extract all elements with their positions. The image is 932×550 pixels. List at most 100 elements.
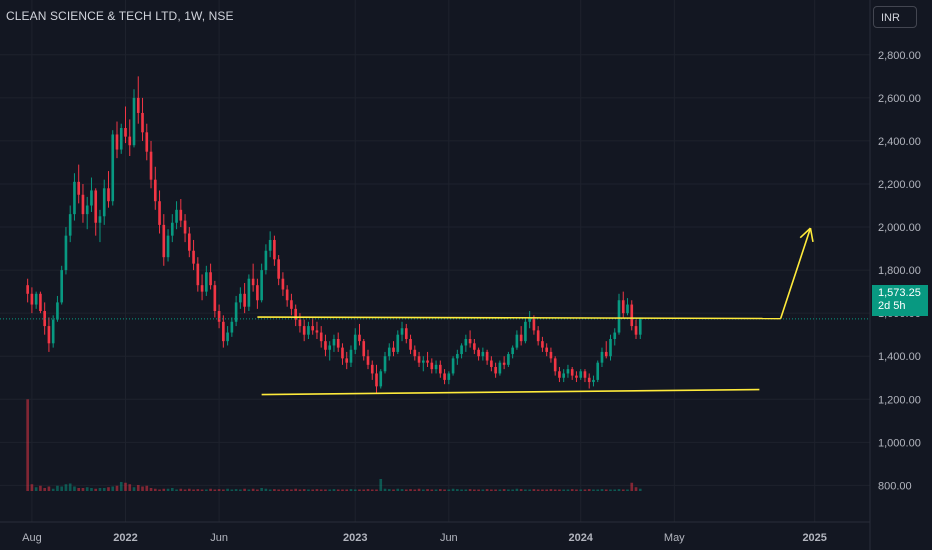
volume-bar [47, 486, 51, 491]
candle-body [447, 373, 451, 380]
volume-bar [298, 489, 302, 491]
candle-body [579, 371, 583, 378]
arrow-head [809, 227, 814, 243]
volume-bar [311, 489, 315, 491]
volume-bar [417, 488, 421, 491]
price-axis[interactable]: 2,800.00 2,600.00 2,400.00 2,200.00 2,000.00… [878, 50, 921, 493]
candle-body [290, 300, 293, 309]
candle-body [311, 326, 315, 331]
volume-bar [319, 489, 323, 491]
volume-bar [179, 488, 183, 491]
candle-body [141, 112, 144, 133]
candle-body [400, 328, 404, 335]
candle-body [383, 356, 387, 372]
volume-bar [102, 487, 106, 491]
candle-body [421, 360, 425, 363]
candle-body [558, 371, 561, 378]
volume-bar [575, 489, 578, 491]
volume-bar [64, 484, 68, 491]
volume-bar [451, 488, 455, 491]
candle-body [464, 339, 468, 346]
volume-bar [630, 482, 634, 491]
candle-body [98, 216, 102, 223]
volume-bar [264, 488, 268, 491]
candle-body [562, 373, 566, 378]
candle-body [115, 134, 119, 150]
y-tick-label: 1,800.00 [878, 265, 921, 277]
volume-bar [268, 489, 272, 491]
volume-bar [490, 489, 493, 491]
candle-body [379, 371, 383, 387]
time-axis[interactable]: Aug 2022 Jun 2023 Jun 2024 May 2025 [22, 532, 827, 544]
candle-body [213, 285, 217, 312]
candle-body [609, 339, 612, 357]
candle-body [60, 270, 64, 303]
candle-body [536, 330, 540, 342]
y-tick-label: 2,200.00 [878, 179, 921, 191]
candle-body [409, 339, 412, 350]
candle-body [285, 289, 289, 301]
volume-bar [413, 489, 417, 491]
volume-bar [430, 489, 434, 491]
candle-body [485, 351, 489, 361]
volume-bar [277, 489, 280, 491]
volume-bar [379, 478, 383, 491]
volume-bar [345, 489, 349, 491]
volume-bar [617, 489, 621, 491]
volume-bar [498, 489, 502, 491]
candles [26, 76, 642, 393]
candle-body [281, 278, 285, 290]
volume-bar [558, 489, 561, 491]
volume-bar [438, 489, 442, 491]
candle-body [519, 334, 523, 342]
currency-button[interactable]: INR [873, 6, 917, 28]
candle-body [600, 351, 604, 363]
candle-body [451, 358, 455, 374]
volume-bar [124, 482, 127, 491]
x-tick-label: Aug [22, 532, 42, 544]
volume-bar [145, 485, 149, 491]
volume-bar [217, 489, 221, 491]
volume-bar [315, 489, 319, 491]
candle-body [209, 272, 212, 286]
volume-bar [621, 489, 625, 491]
drawing-annotations[interactable] [257, 227, 814, 396]
candle-body [362, 341, 366, 357]
candle-body [494, 366, 497, 374]
candle-body [370, 364, 374, 374]
volume-bar [302, 489, 306, 491]
last-price-label: 1,573.25 2d 5h [872, 285, 928, 316]
candle-body [68, 214, 72, 236]
candle-body [524, 321, 527, 342]
volume-bar [375, 489, 378, 491]
volume-bar [192, 489, 195, 491]
volume-bar [332, 489, 336, 491]
volume-bar [545, 489, 548, 491]
candle-body [226, 332, 229, 342]
volume-bar [115, 485, 119, 491]
volume-bar [634, 487, 638, 491]
y-tick-label: 1,400.00 [878, 351, 921, 363]
volume-bar [341, 489, 344, 491]
volume-bar [587, 489, 591, 491]
volume-bar [243, 488, 246, 491]
x-tick-label: 2025 [802, 532, 826, 544]
candle-body [73, 181, 76, 215]
volume-bar [230, 489, 234, 491]
candle-body [613, 332, 617, 339]
y-tick-label: 2,600.00 [878, 93, 921, 105]
candle-body [183, 220, 187, 234]
volume-bar [409, 489, 412, 491]
volume-bar [213, 489, 217, 491]
volume-bar [443, 489, 446, 491]
candle-body [473, 343, 476, 350]
volume-bar [94, 488, 98, 491]
candle-body [107, 188, 110, 202]
candle-body [353, 334, 357, 350]
volume-bar [370, 489, 374, 491]
volume-bar [222, 489, 225, 491]
candle-body [175, 209, 178, 223]
volume-bar [132, 487, 136, 491]
